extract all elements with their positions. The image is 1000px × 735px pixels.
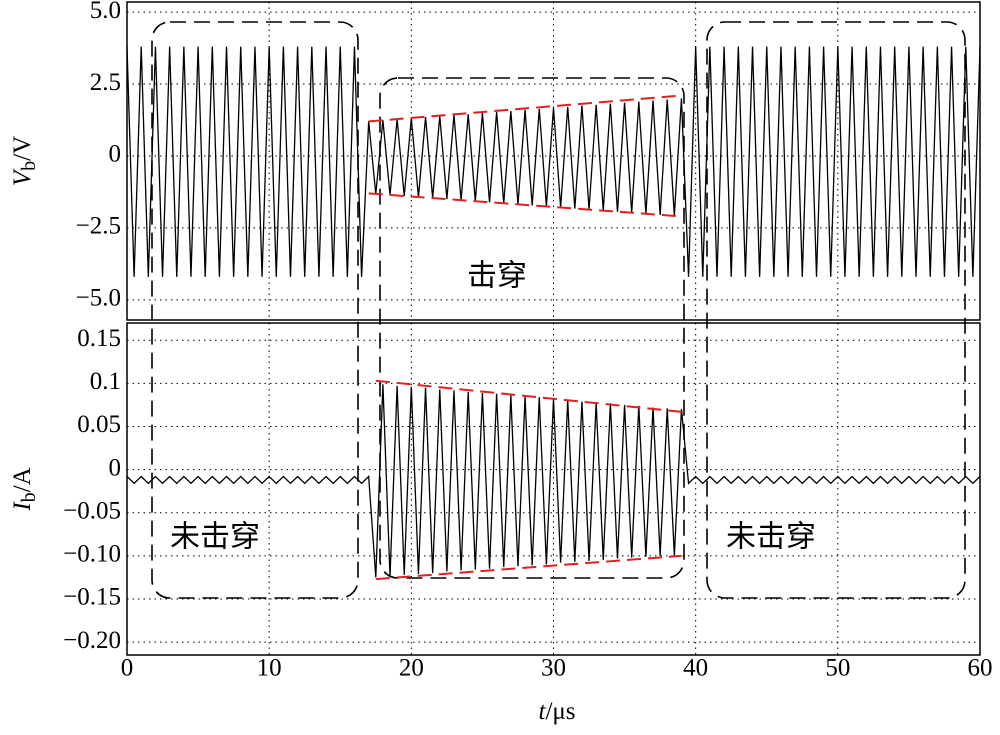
region-boxes xyxy=(151,21,966,599)
y-tick-label: −0.20 xyxy=(63,627,121,654)
region-box xyxy=(706,21,966,599)
y-tick-label: −0.05 xyxy=(63,497,121,524)
envelope-line xyxy=(375,379,682,413)
x-tick-label: 10 xyxy=(257,655,282,682)
y-axis-label: Ib/A xyxy=(9,467,40,511)
x-axis-label: t/μs xyxy=(538,698,575,725)
y-tick-label: 0 xyxy=(109,141,122,168)
annotation: 击穿 xyxy=(467,259,527,294)
envelope-line xyxy=(375,554,682,581)
y-tick-label: 5.0 xyxy=(90,0,121,24)
y-tick-label: 2.5 xyxy=(90,69,121,96)
envelope-line xyxy=(368,192,682,218)
envelope-line xyxy=(368,94,682,123)
y-tick-label: 0.1 xyxy=(90,368,121,395)
y-tick-label: −2.5 xyxy=(76,213,121,240)
region-box xyxy=(379,77,685,579)
y-tick-label: −0.10 xyxy=(63,541,121,568)
y-tick-label: 0 xyxy=(109,454,122,481)
x-tick-label: 40 xyxy=(683,655,708,682)
x-tick-label: 20 xyxy=(399,655,424,682)
annotation: 未击穿 xyxy=(170,520,260,555)
x-tick-label: 30 xyxy=(541,655,566,682)
annotation: 未击穿 xyxy=(726,520,816,555)
waveform xyxy=(126,46,981,277)
x-tick-label: 0 xyxy=(121,655,134,682)
y-tick-label: −0.15 xyxy=(63,584,121,611)
y-tick-label: 0.05 xyxy=(77,411,121,438)
x-tick-label: 50 xyxy=(825,655,850,682)
y-tick-label: −5.0 xyxy=(76,285,121,312)
y-axis-label: Vb/V xyxy=(9,136,40,186)
x-tick-label: 60 xyxy=(968,655,993,682)
plot-frame xyxy=(126,1,981,321)
region-box xyxy=(151,21,359,599)
plot-frame xyxy=(126,322,981,656)
y-tick-label: 0.15 xyxy=(77,325,121,352)
